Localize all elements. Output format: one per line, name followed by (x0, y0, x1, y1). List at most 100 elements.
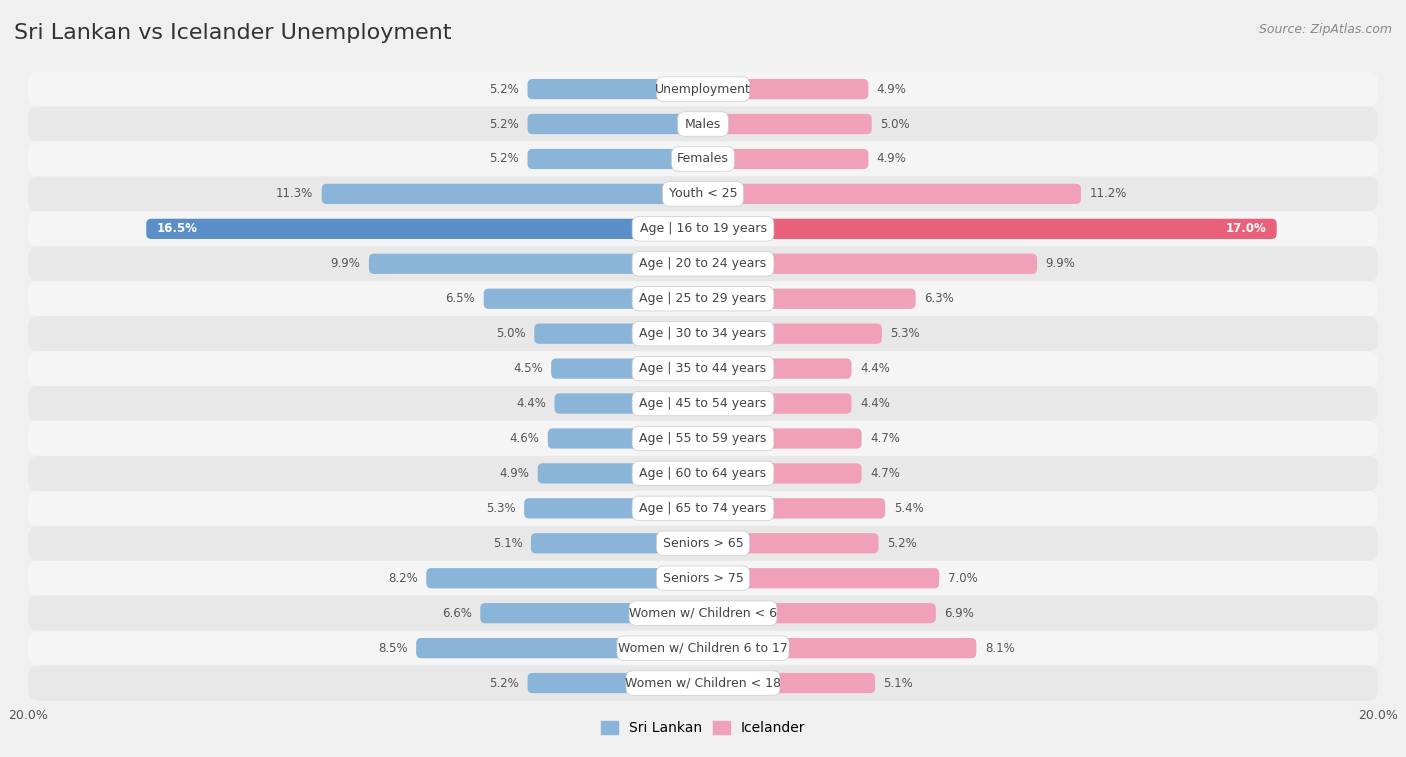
FancyBboxPatch shape (28, 491, 1378, 526)
FancyBboxPatch shape (633, 286, 773, 311)
FancyBboxPatch shape (703, 533, 879, 553)
Text: 5.2%: 5.2% (489, 152, 519, 166)
Text: 5.1%: 5.1% (492, 537, 523, 550)
Text: Age | 16 to 19 years: Age | 16 to 19 years (640, 223, 766, 235)
Text: 4.4%: 4.4% (860, 397, 890, 410)
Text: 5.2%: 5.2% (489, 677, 519, 690)
Text: Seniors > 75: Seniors > 75 (662, 572, 744, 584)
FancyBboxPatch shape (703, 184, 1081, 204)
Text: 7.0%: 7.0% (948, 572, 977, 584)
Text: Women w/ Children < 6: Women w/ Children < 6 (628, 606, 778, 620)
FancyBboxPatch shape (657, 531, 749, 556)
FancyBboxPatch shape (678, 112, 728, 136)
FancyBboxPatch shape (28, 282, 1378, 316)
FancyBboxPatch shape (551, 359, 703, 378)
FancyBboxPatch shape (633, 217, 773, 241)
Text: Sri Lankan vs Icelander Unemployment: Sri Lankan vs Icelander Unemployment (14, 23, 451, 42)
Text: Age | 35 to 44 years: Age | 35 to 44 years (640, 362, 766, 375)
Text: 8.5%: 8.5% (378, 642, 408, 655)
Text: Unemployment: Unemployment (655, 83, 751, 95)
FancyBboxPatch shape (672, 147, 734, 171)
FancyBboxPatch shape (28, 142, 1378, 176)
FancyBboxPatch shape (633, 426, 773, 450)
Text: 5.3%: 5.3% (486, 502, 516, 515)
FancyBboxPatch shape (531, 533, 703, 553)
Text: 8.1%: 8.1% (984, 642, 1015, 655)
FancyBboxPatch shape (524, 498, 703, 519)
FancyBboxPatch shape (28, 596, 1378, 631)
FancyBboxPatch shape (527, 79, 703, 99)
FancyBboxPatch shape (633, 461, 773, 486)
FancyBboxPatch shape (703, 638, 976, 659)
Text: Age | 45 to 54 years: Age | 45 to 54 years (640, 397, 766, 410)
Text: 5.2%: 5.2% (489, 83, 519, 95)
Text: 4.9%: 4.9% (499, 467, 529, 480)
Text: Age | 55 to 59 years: Age | 55 to 59 years (640, 432, 766, 445)
FancyBboxPatch shape (28, 526, 1378, 561)
Text: 5.3%: 5.3% (890, 327, 920, 340)
Text: Women w/ Children 6 to 17: Women w/ Children 6 to 17 (619, 642, 787, 655)
FancyBboxPatch shape (703, 498, 886, 519)
FancyBboxPatch shape (481, 603, 703, 623)
Text: 6.3%: 6.3% (924, 292, 953, 305)
Text: 5.0%: 5.0% (880, 117, 910, 130)
FancyBboxPatch shape (534, 323, 703, 344)
FancyBboxPatch shape (548, 428, 703, 449)
FancyBboxPatch shape (146, 219, 703, 239)
FancyBboxPatch shape (633, 322, 773, 346)
FancyBboxPatch shape (28, 456, 1378, 491)
Text: Age | 20 to 24 years: Age | 20 to 24 years (640, 257, 766, 270)
Text: Males: Males (685, 117, 721, 130)
Text: 6.6%: 6.6% (441, 606, 472, 620)
Text: 17.0%: 17.0% (1226, 223, 1267, 235)
Text: Seniors > 65: Seniors > 65 (662, 537, 744, 550)
Text: Youth < 25: Youth < 25 (669, 188, 737, 201)
Text: 4.9%: 4.9% (877, 83, 907, 95)
FancyBboxPatch shape (633, 357, 773, 381)
Text: Females: Females (678, 152, 728, 166)
FancyBboxPatch shape (426, 568, 703, 588)
FancyBboxPatch shape (703, 394, 852, 413)
FancyBboxPatch shape (633, 391, 773, 416)
FancyBboxPatch shape (28, 246, 1378, 282)
FancyBboxPatch shape (633, 251, 773, 276)
FancyBboxPatch shape (628, 601, 778, 625)
FancyBboxPatch shape (527, 673, 703, 693)
Text: 6.9%: 6.9% (945, 606, 974, 620)
Text: 4.9%: 4.9% (877, 152, 907, 166)
Text: Age | 30 to 34 years: Age | 30 to 34 years (640, 327, 766, 340)
FancyBboxPatch shape (703, 323, 882, 344)
Text: Age | 60 to 64 years: Age | 60 to 64 years (640, 467, 766, 480)
FancyBboxPatch shape (28, 386, 1378, 421)
FancyBboxPatch shape (703, 254, 1038, 274)
FancyBboxPatch shape (28, 107, 1378, 142)
Text: 4.7%: 4.7% (870, 467, 900, 480)
FancyBboxPatch shape (554, 394, 703, 413)
Text: 4.4%: 4.4% (516, 397, 546, 410)
FancyBboxPatch shape (527, 149, 703, 169)
FancyBboxPatch shape (703, 463, 862, 484)
FancyBboxPatch shape (368, 254, 703, 274)
Text: 6.5%: 6.5% (446, 292, 475, 305)
FancyBboxPatch shape (484, 288, 703, 309)
Text: 11.2%: 11.2% (1090, 188, 1126, 201)
Text: 9.9%: 9.9% (1046, 257, 1076, 270)
FancyBboxPatch shape (633, 496, 773, 521)
FancyBboxPatch shape (703, 673, 875, 693)
Text: 4.5%: 4.5% (513, 362, 543, 375)
Text: 9.9%: 9.9% (330, 257, 360, 270)
FancyBboxPatch shape (28, 631, 1378, 665)
FancyBboxPatch shape (28, 176, 1378, 211)
Text: 4.4%: 4.4% (860, 362, 890, 375)
Text: Women w/ Children < 18: Women w/ Children < 18 (626, 677, 780, 690)
Text: 16.5%: 16.5% (156, 223, 197, 235)
FancyBboxPatch shape (28, 561, 1378, 596)
Text: 5.1%: 5.1% (883, 677, 914, 690)
Legend: Sri Lankan, Icelander: Sri Lankan, Icelander (600, 721, 806, 735)
Text: 4.7%: 4.7% (870, 432, 900, 445)
FancyBboxPatch shape (703, 603, 936, 623)
FancyBboxPatch shape (28, 72, 1378, 107)
Text: Age | 65 to 74 years: Age | 65 to 74 years (640, 502, 766, 515)
Text: 5.0%: 5.0% (496, 327, 526, 340)
FancyBboxPatch shape (28, 421, 1378, 456)
